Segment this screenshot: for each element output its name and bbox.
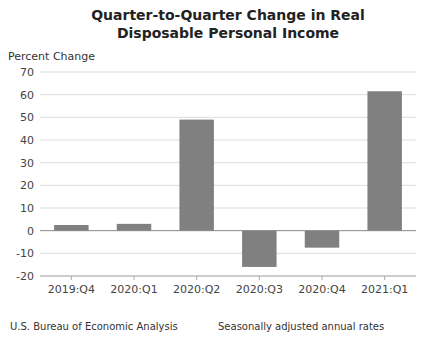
- y-tick-label: 0: [27, 225, 34, 238]
- grid-line: [40, 117, 416, 118]
- grid-line: [40, 162, 416, 163]
- bar: [305, 231, 339, 248]
- footnote: U.S. Bureau of Economic Analysis: [10, 321, 178, 332]
- grid-line: [40, 208, 416, 209]
- x-tick: [322, 276, 323, 280]
- x-tick-label: 2020:Q1: [110, 283, 157, 296]
- grid-line: [40, 72, 416, 73]
- x-tick-label: 2021:Q1: [361, 283, 408, 296]
- y-tick-label: 60: [20, 89, 34, 102]
- x-tick: [71, 276, 72, 280]
- y-tick-label: 20: [20, 179, 34, 192]
- grid-line: [40, 276, 416, 277]
- grid: [40, 72, 416, 276]
- x-tick: [384, 276, 385, 280]
- y-tick-label: 30: [20, 157, 34, 170]
- y-tick-label: 40: [20, 134, 34, 147]
- x-tick: [196, 276, 197, 280]
- chart: Quarter-to-Quarter Change in Real Disposa…: [0, 0, 426, 341]
- x-axis-line: [40, 276, 416, 277]
- grid-line: [40, 185, 416, 186]
- grid-line: [40, 140, 416, 141]
- bar: [367, 91, 401, 230]
- bar: [117, 224, 151, 231]
- footnote: Seasonally adjusted annual rates: [218, 321, 384, 332]
- subtitle: Disposable Personal Income: [117, 25, 339, 41]
- bar: [54, 225, 88, 231]
- y-tick-label: 10: [20, 202, 34, 215]
- y-tick-label: -10: [16, 247, 34, 260]
- y-tick-label: 70: [20, 66, 34, 79]
- bar: [242, 231, 276, 267]
- grid-line: [40, 253, 416, 254]
- grid-line: [40, 94, 416, 95]
- x-tick: [134, 276, 135, 280]
- title: Quarter-to-Quarter Change in Real: [91, 7, 365, 23]
- zero-line: [40, 230, 416, 231]
- x-tick-label: 2019:Q4: [48, 283, 95, 296]
- bar: [179, 120, 213, 231]
- y-tick-label: 50: [20, 111, 34, 124]
- y-axis-label: Percent Change: [8, 50, 95, 63]
- bars: [54, 91, 402, 267]
- x-tick-label: 2020:Q2: [173, 283, 220, 296]
- x-tick-label: 2020:Q4: [298, 283, 345, 296]
- y-tick-label: -20: [16, 270, 34, 283]
- x-tick: [259, 276, 260, 280]
- x-tick-label: 2020:Q3: [236, 283, 283, 296]
